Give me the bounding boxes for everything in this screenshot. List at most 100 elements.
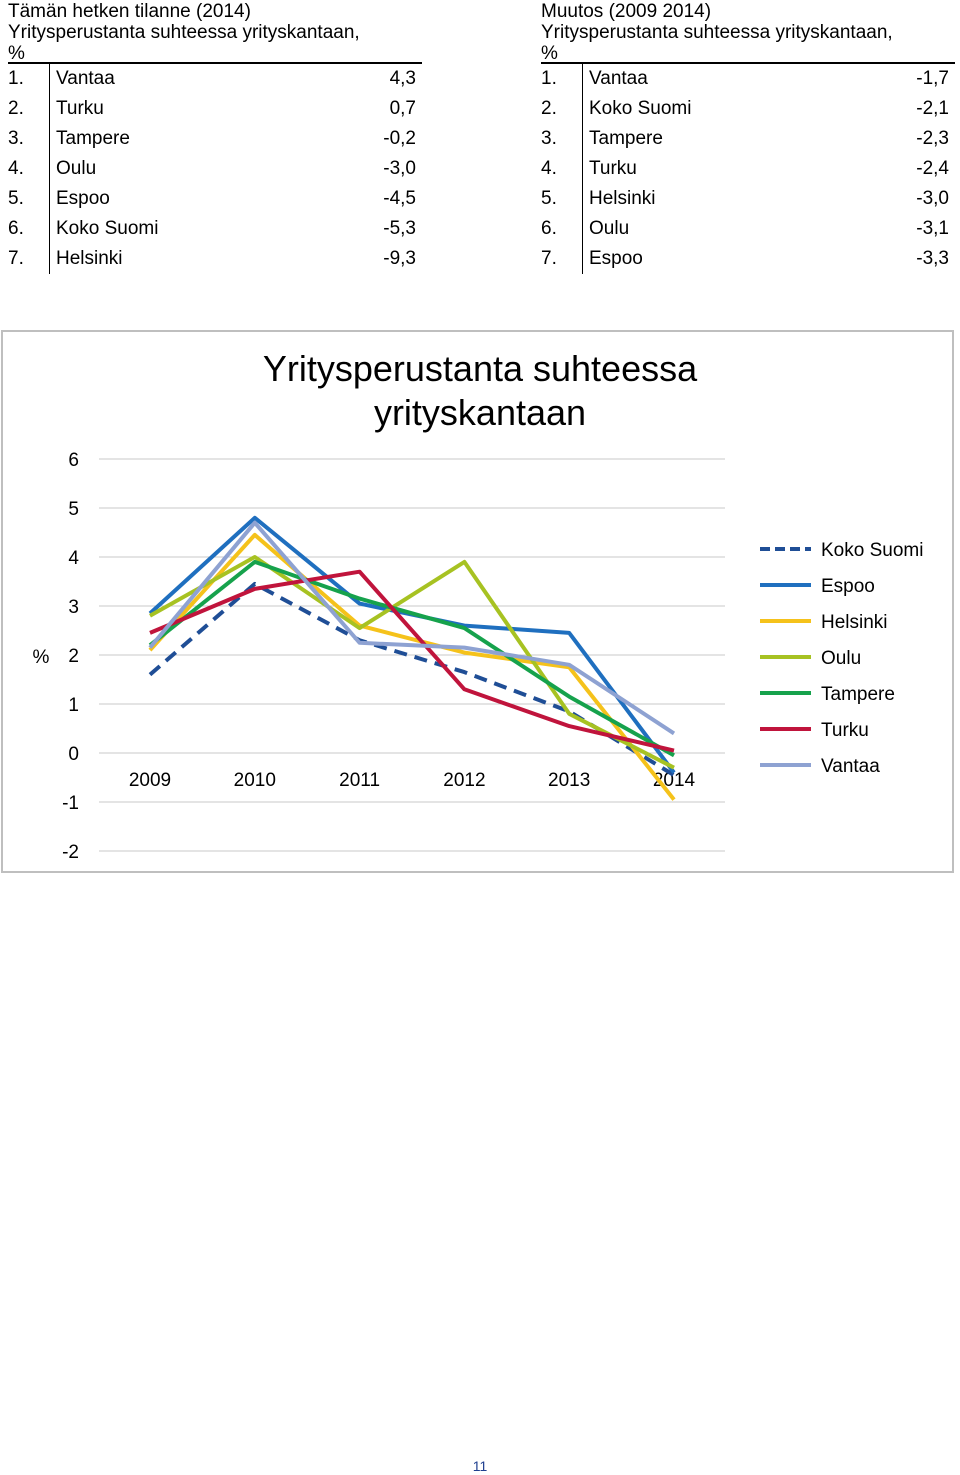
- current-table-title-line-3: %: [8, 43, 25, 64]
- row-value: -3,3: [916, 248, 949, 269]
- y-axis-label: %: [33, 647, 50, 668]
- table-row: 7. Helsinki -9,3: [8, 244, 422, 274]
- series-line-helsinki: [148, 532, 676, 801]
- table-row: 1. Vantaa -1,7: [541, 64, 955, 94]
- legend-label: Espoo: [821, 576, 875, 597]
- row-value: 0,7: [389, 98, 416, 119]
- row-city: Koko Suomi: [56, 218, 159, 239]
- legend-label: Koko Suomi: [821, 540, 923, 561]
- row-rank: 3.: [541, 128, 557, 149]
- table-row: 6. Koko Suomi -5,3: [8, 214, 422, 244]
- x-tick-label: 2010: [234, 770, 276, 791]
- table-row: 5. Helsinki -3,0: [541, 184, 955, 214]
- x-tick-label: 2011: [339, 770, 380, 791]
- legend-label: Tampere: [821, 684, 895, 705]
- current-table-title-line-1: Tämän hetken tilanne (2014): [8, 1, 251, 22]
- row-rank: 7.: [541, 248, 557, 269]
- y-tick-labels: 6 5 4 3 2 1 0 -1 -2: [62, 450, 79, 863]
- x-tick-labels: 2009 2010 2011 2012 2013 2014: [129, 770, 696, 791]
- x-tick-label: 2012: [443, 770, 485, 791]
- row-value: -3,1: [916, 218, 949, 239]
- current-table-rows: 1. Vantaa 4,3 2. Turku 0,7 3. Tampere -0,2 4. O…: [8, 64, 422, 274]
- series-line-vantaa: [148, 520, 676, 736]
- row-value: -0,2: [383, 128, 416, 149]
- row-rank: 4.: [8, 158, 24, 179]
- row-value: 4,3: [389, 68, 416, 89]
- row-value: -4,5: [383, 188, 416, 209]
- row-city: Koko Suomi: [589, 98, 692, 119]
- row-value: -3,0: [383, 158, 416, 179]
- y-tick-label: -2: [62, 842, 79, 863]
- table-divider: [49, 64, 50, 274]
- row-value: -1,7: [916, 68, 949, 89]
- chart-gridlines: [99, 458, 725, 852]
- series-line-koko-suomi: [148, 581, 676, 777]
- change-table-title-line-2: Yritysperustanta suhteessa yrityskantaan…: [541, 22, 893, 43]
- row-city: Helsinki: [589, 188, 656, 209]
- series-line-tampere: [148, 559, 675, 758]
- table-row: 7. Espoo -3,3: [541, 244, 955, 274]
- row-rank: 6.: [8, 218, 24, 239]
- y-tick-label: 4: [68, 548, 79, 569]
- change-table-rows: 1. Vantaa -1,7 2. Koko Suomi -2,1 3. Tampere -…: [541, 64, 955, 274]
- row-city: Turku: [56, 98, 104, 119]
- table-row: 2. Koko Suomi -2,1: [541, 94, 955, 124]
- current-table-title-line-2: Yritysperustanta suhteessa yrityskantaan…: [8, 22, 360, 43]
- line-chart: Yritysperustanta suhteessa yrityskantaan…: [33, 348, 924, 863]
- row-rank: 7.: [8, 248, 24, 269]
- row-value: -9,3: [383, 248, 416, 269]
- change-table: Muutos (2009 2014) Yritysperustanta suht…: [541, 0, 955, 274]
- table-row: 3. Tampere -2,3: [541, 124, 955, 154]
- legend-label: Turku: [821, 720, 869, 741]
- chart-title-line-1: Yritysperustanta suhteessa: [263, 348, 698, 389]
- row-rank: 1.: [8, 68, 24, 89]
- page-number: 11: [472, 1458, 488, 1474]
- row-rank: 5.: [541, 188, 557, 209]
- chart-title-line-2: yrityskantaan: [374, 392, 586, 433]
- table-row: 3. Tampere -0,2: [8, 124, 422, 154]
- row-rank: 4.: [541, 158, 557, 179]
- x-tick-label: 2009: [129, 770, 171, 791]
- change-table-title-line-3: %: [541, 43, 558, 64]
- legend-label: Vantaa: [821, 756, 880, 777]
- table-row: 2. Turku 0,7: [8, 94, 422, 124]
- y-tick-label: 6: [68, 450, 79, 471]
- table-divider: [582, 64, 583, 274]
- x-tick-label: 2013: [548, 770, 590, 791]
- change-table-title-line-1: Muutos (2009 2014): [541, 1, 712, 22]
- row-value: -2,4: [916, 158, 949, 179]
- row-city: Espoo: [589, 248, 643, 269]
- y-tick-label: 0: [68, 744, 79, 765]
- row-rank: 3.: [8, 128, 24, 149]
- row-rank: 2.: [541, 98, 557, 119]
- row-rank: 5.: [8, 188, 24, 209]
- row-city: Tampere: [56, 128, 130, 149]
- table-row: 1. Vantaa 4,3: [8, 64, 422, 94]
- row-city: Turku: [589, 158, 637, 179]
- row-city: Helsinki: [56, 248, 123, 269]
- current-situation-table: Tämän hetken tilanne (2014) Yritysperust…: [8, 0, 422, 274]
- current-table-header: Tämän hetken tilanne (2014) Yritysperust…: [8, 0, 422, 64]
- chart-legend: Koko Suomi Espoo Helsinki Oulu Tampere Turku V…: [760, 540, 923, 777]
- row-city: Vantaa: [589, 68, 648, 89]
- legend-label: Oulu: [821, 648, 861, 669]
- row-rank: 1.: [541, 68, 557, 89]
- table-row: 6. Oulu -3,1: [541, 214, 955, 244]
- series-line-oulu: [149, 555, 675, 770]
- table-row: 4. Oulu -3,0: [8, 154, 422, 184]
- change-table-header: Muutos (2009 2014) Yritysperustanta suht…: [541, 0, 955, 64]
- row-rank: 2.: [8, 98, 24, 119]
- table-row: 4. Turku -2,4: [541, 154, 955, 184]
- table-row: 5. Espoo -4,5: [8, 184, 422, 214]
- row-city: Tampere: [589, 128, 663, 149]
- row-value: -2,3: [916, 128, 949, 149]
- y-tick-label: -1: [62, 793, 79, 814]
- chart-series: [148, 515, 676, 801]
- y-tick-label: 5: [68, 499, 79, 520]
- y-tick-label: 2: [68, 646, 79, 667]
- row-value: -3,0: [916, 188, 949, 209]
- line-chart-frame: Yritysperustanta suhteessa yrityskantaan…: [1, 330, 954, 873]
- row-value: -2,1: [916, 98, 949, 119]
- row-city: Oulu: [56, 158, 97, 179]
- series-line-turku: [149, 569, 675, 753]
